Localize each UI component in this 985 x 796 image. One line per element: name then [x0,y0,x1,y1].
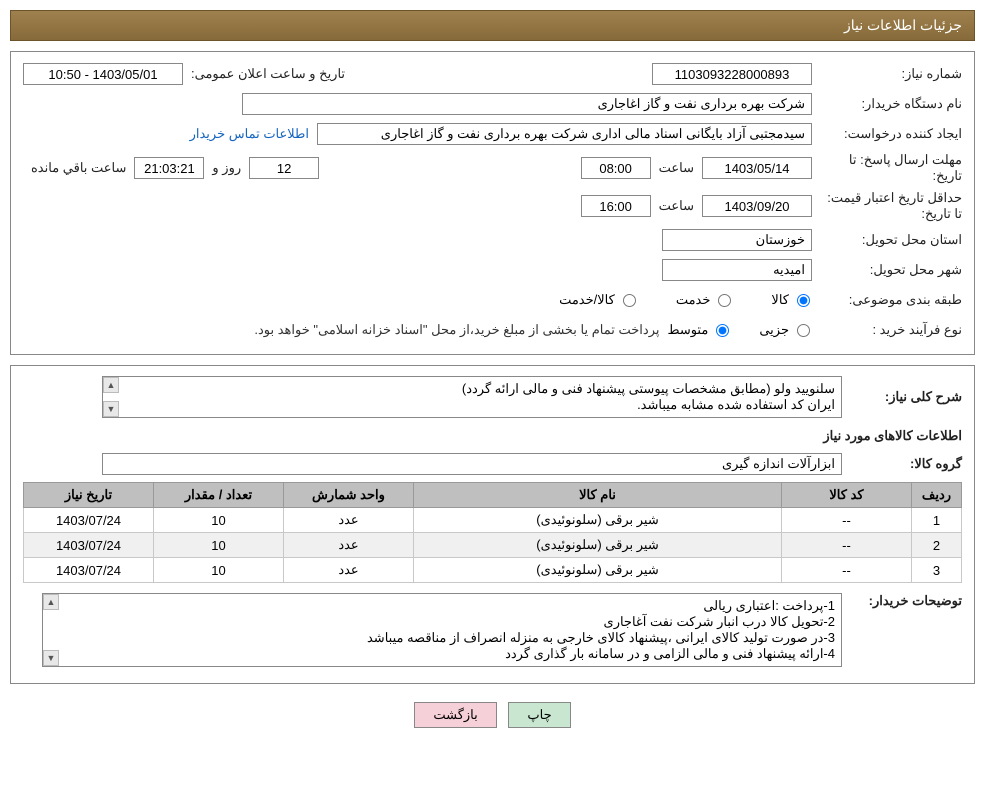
field-buyer-notes: 1-پرداخت :اعتباری ریالی 2-تحویل کالا درب… [42,593,842,667]
table-cell: -- [782,533,912,558]
page-header: جزئیات اطلاعات نیاز [10,10,975,41]
table-cell: شیر برقی (سلونوئیدی) [414,533,782,558]
table-cell: 2 [912,533,962,558]
field-city: امیدیه [662,259,812,281]
table-cell: 10 [154,558,284,583]
table-cell: 10 [154,508,284,533]
label-group: گروه کالا: [842,456,962,472]
label-general-desc: شرح کلی نیاز: [842,389,962,405]
table-cell: 1 [912,508,962,533]
field-validity-hour: 16:00 [581,195,651,217]
label-deadline: مهلت ارسال پاسخ: تا تاریخ: [812,152,962,184]
label-cat-service: خدمت [676,292,711,308]
field-remain-time: 21:03:21 [134,157,204,179]
items-box: شرح کلی نیاز: سلنویید ولو (مطابق مشخصات … [10,365,975,684]
field-province: خوزستان [662,229,812,251]
field-group: ابزارآلات اندازه گیری [102,453,842,475]
label-cat-goodservice: کالا/خدمت [559,292,615,308]
th-code: کد کالا [782,483,912,508]
table-row: 1--شیر برقی (سلونوئیدی)عدد101403/07/24 [24,508,962,533]
field-general-desc: سلنویید ولو (مطابق مشخصات پیوستی پیشنهاد… [102,376,842,418]
field-need-no: 1103093228000893 [652,63,812,85]
radio-goodservice[interactable] [623,294,636,307]
label-remain: ساعت باقي مانده [23,160,134,176]
field-announce: 1403/05/01 - 10:50 [23,63,183,85]
table-cell: -- [782,558,912,583]
label-hour-2: ساعت [651,198,702,214]
label-buyer: نام دستگاه خریدار: [812,96,962,112]
table-row: 2--شیر برقی (سلونوئیدی)عدد101403/07/24 [24,533,962,558]
table-cell: عدد [284,558,414,583]
contact-link[interactable]: اطلاعات تماس خریدار [182,126,317,142]
table-header-row: ردیف کد کالا نام کالا واحد شمارش تعداد /… [24,483,962,508]
th-name: نام کالا [414,483,782,508]
details-box: شماره نیاز: 1103093228000893 تاریخ و ساع… [10,51,975,355]
back-button[interactable]: بازگشت [414,702,496,728]
label-announce: تاریخ و ساعت اعلان عمومی: [183,66,353,82]
table-cell: 3 [912,558,962,583]
th-qty: تعداد / مقدار [154,483,284,508]
label-buyer-notes: توضیحات خریدار: [842,593,962,609]
label-city: شهر محل تحویل: [812,262,962,278]
field-requester: سیدمجتبی آزاد بایگانی اسناد مالی اداری ش… [317,123,812,145]
category-radios: کالا خدمت کالا/خدمت [559,292,812,308]
table-row: 3--شیر برقی (سلونوئیدی)عدد101403/07/24 [24,558,962,583]
label-hour-1: ساعت [651,160,702,176]
label-province: استان محل تحویل: [812,232,962,248]
field-validity-date: 1403/09/20 [702,195,812,217]
field-deadline-hour: 08:00 [581,157,651,179]
label-purchase-type: نوع فرآیند خرید : [812,322,962,338]
print-button[interactable]: چاپ [508,702,570,728]
table-cell: 10 [154,533,284,558]
field-deadline-date: 1403/05/14 [702,157,812,179]
table-cell: 1403/07/24 [24,508,154,533]
label-pt-medium: متوسط [667,322,708,338]
label-category: طبقه بندی موضوعی: [812,292,962,308]
field-remain-days: 12 [249,157,319,179]
label-pt-partial: جزیی [759,322,789,338]
th-date: تاریخ نیاز [24,483,154,508]
purchase-type-radios: جزیی متوسط [667,322,812,338]
field-buyer: شرکت بهره برداری نفت و گاز اغاجاری [242,93,812,115]
th-unit: واحد شمارش [284,483,414,508]
label-day-and: روز و [204,160,249,176]
table-cell: 1403/07/24 [24,533,154,558]
label-cat-goods: کالا [771,292,789,308]
radio-service[interactable] [718,294,731,307]
table-cell: شیر برقی (سلونوئیدی) [414,508,782,533]
table-cell: -- [782,508,912,533]
table-cell: 1403/07/24 [24,558,154,583]
label-validity: حداقل تاریخ اعتبار قیمت: تا تاریخ: [812,190,962,222]
radio-partial[interactable] [797,324,810,337]
table-cell: عدد [284,508,414,533]
label-need-no: شماره نیاز: [812,66,962,82]
table-cell: عدد [284,533,414,558]
radio-goods[interactable] [797,294,810,307]
button-row: چاپ بازگشت [0,694,985,736]
items-title: اطلاعات کالاهای مورد نیاز [23,428,962,444]
table-cell: شیر برقی (سلونوئیدی) [414,558,782,583]
purchase-note: پرداخت تمام یا بخشی از مبلغ خرید،از محل … [254,322,667,338]
th-row: ردیف [912,483,962,508]
items-table: ردیف کد کالا نام کالا واحد شمارش تعداد /… [23,482,962,583]
label-requester: ایجاد کننده درخواست: [812,126,962,142]
radio-medium[interactable] [716,324,729,337]
